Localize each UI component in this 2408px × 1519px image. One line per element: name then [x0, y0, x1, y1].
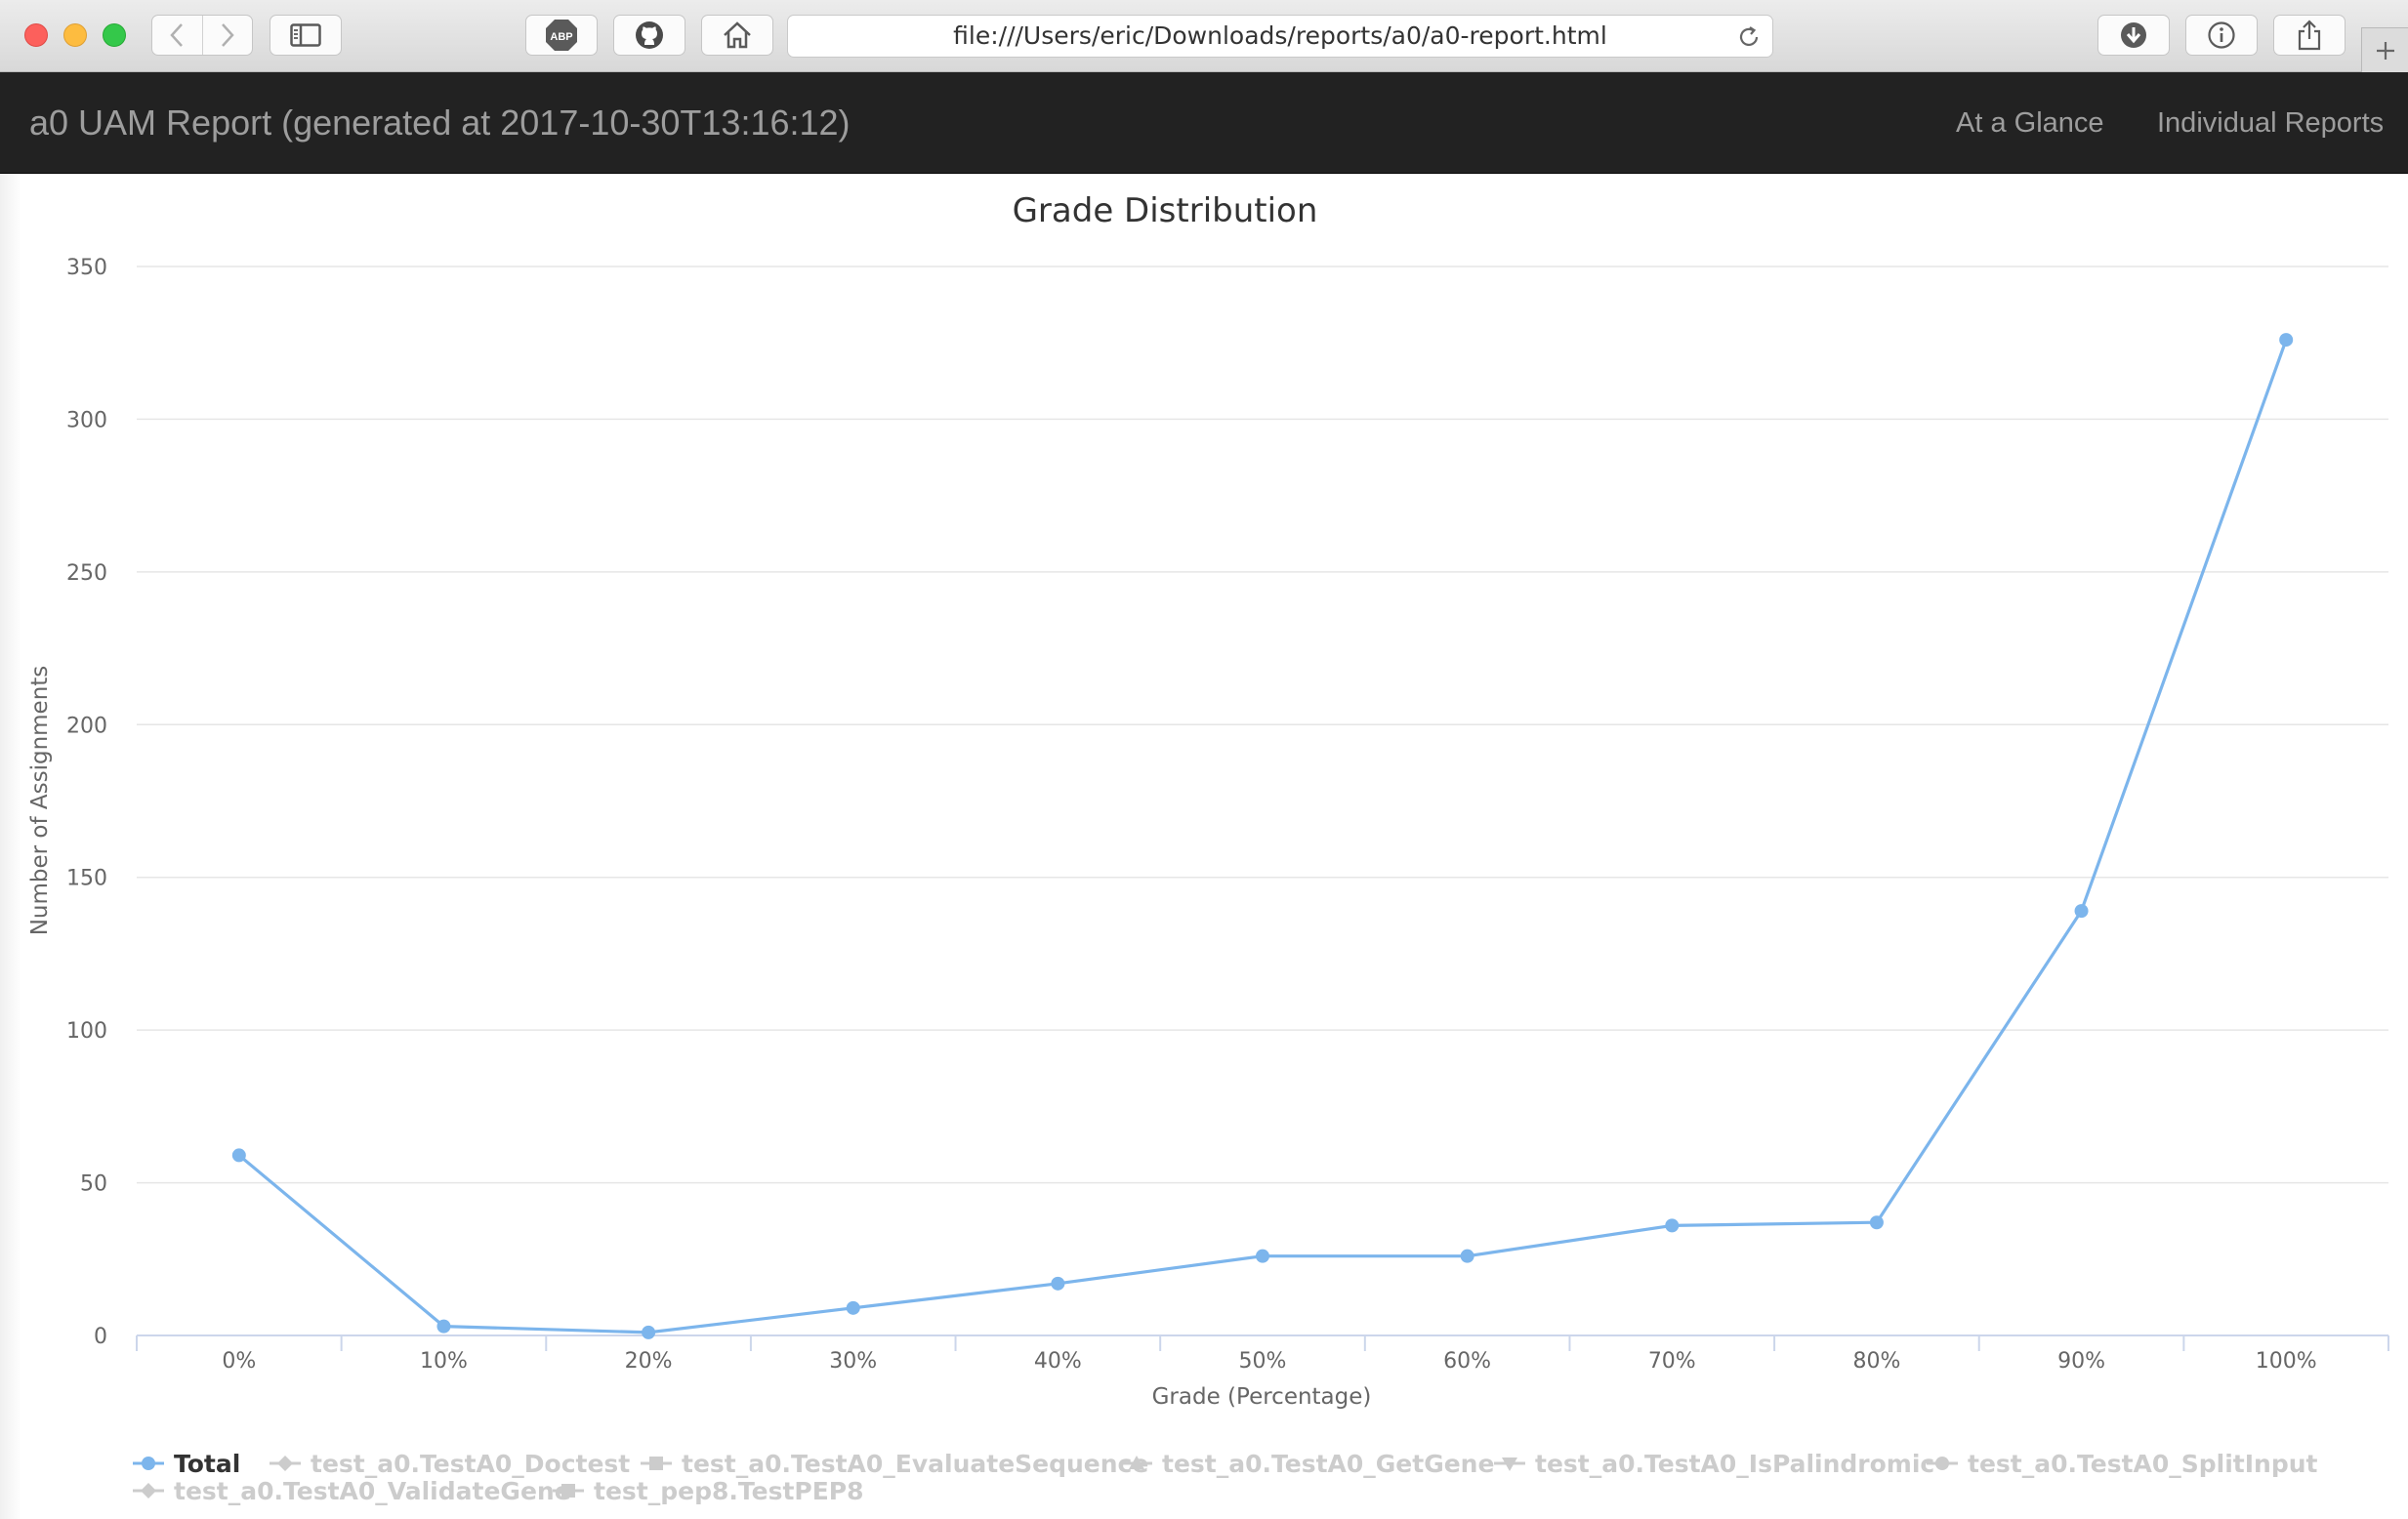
y-tick-label: 350	[66, 256, 107, 280]
data-point	[436, 1319, 451, 1334]
github-button[interactable]	[613, 15, 685, 56]
series-line-total	[237, 339, 2288, 1334]
data-point	[1051, 1276, 1065, 1291]
legend-item-label[interactable]: test_a0.TestA0_ValidateGene	[174, 1477, 571, 1505]
x-tick-label: 40%	[1034, 1349, 1082, 1374]
legend-item-label[interactable]: test_pep8.TestPEP8	[594, 1477, 864, 1505]
report-navbar: a0 UAM Report (generated at 2017-10-30T1…	[0, 72, 2408, 174]
x-tick-label: 50%	[1239, 1349, 1287, 1374]
x-tick-label: 70%	[1648, 1349, 1696, 1374]
nav-link-at-a-glance[interactable]: At a Glance	[1956, 107, 2104, 139]
legend-marker	[1129, 1456, 1144, 1469]
x-tick-label: 10%	[420, 1349, 468, 1374]
downloads-button[interactable]	[2097, 15, 2170, 56]
legend-marker	[141, 1483, 156, 1498]
data-point	[2279, 333, 2294, 348]
legend-marker	[277, 1456, 293, 1471]
legend-marker	[561, 1484, 575, 1498]
y-axis-title: Number of Assignments	[27, 666, 53, 936]
history-navigation	[151, 15, 253, 56]
sidebar-icon	[290, 23, 321, 47]
x-tick-label: 90%	[2057, 1349, 2105, 1374]
adblock-icon: ABP	[546, 20, 577, 51]
browser-toolbar: ABP file:///Users/eric/Downloads/reports…	[0, 0, 2408, 72]
chart-canvas: Grade Distribution 0 50 100 150 200 250 300 350 0…	[27, 191, 2389, 1505]
data-point	[2074, 904, 2089, 919]
legend-marker	[1935, 1457, 1949, 1470]
x-tick-label: 20%	[625, 1349, 673, 1374]
window-minimize-button[interactable]	[63, 23, 87, 47]
share-icon	[2298, 20, 2321, 51]
sidebar-toggle-button[interactable]	[270, 15, 342, 56]
y-tick-label: 50	[80, 1172, 107, 1197]
x-tick-label: 30%	[829, 1349, 877, 1374]
reload-icon[interactable]	[1737, 25, 1761, 49]
y-tick-label: 300	[66, 408, 107, 432]
home-icon	[724, 21, 751, 49]
y-tick-label: 0	[94, 1325, 107, 1349]
data-point	[1256, 1249, 1269, 1263]
legend-marker	[142, 1457, 155, 1470]
plus-icon	[2376, 41, 2394, 60]
x-axis-title: Grade (Percentage)	[1152, 1384, 1372, 1410]
x-tick-label: 60%	[1443, 1349, 1491, 1374]
grade-distribution-chart: Grade Distribution 0 50 100 150 200 250 300 350 0…	[0, 174, 2408, 1519]
back-icon	[170, 23, 184, 47]
adblock-button[interactable]: ABP	[525, 15, 598, 56]
legend-marker	[1502, 1457, 1517, 1471]
legend-marker	[649, 1457, 663, 1470]
legend-item-label[interactable]: test_a0.TestA0_IsPalindromic	[1535, 1450, 1934, 1478]
y-tick-label: 200	[66, 714, 107, 738]
x-tick-label: 100%	[2256, 1349, 2317, 1374]
back-button[interactable]	[152, 16, 202, 55]
report-title[interactable]: a0 UAM Report (generated at 2017-10-30T1…	[29, 103, 851, 143]
new-tab-button[interactable]	[2361, 27, 2408, 72]
data-point	[1665, 1218, 1680, 1233]
share-button[interactable]	[2273, 15, 2346, 56]
forward-button[interactable]	[201, 16, 253, 55]
legend-item-label[interactable]: test_a0.TestA0_GetGene	[1162, 1450, 1494, 1478]
y-tick-label: 150	[66, 867, 107, 891]
nav-link-individual-reports[interactable]: Individual Reports	[2157, 107, 2385, 139]
window-maximize-button[interactable]	[103, 23, 126, 47]
window-close-button[interactable]	[24, 23, 48, 47]
legend-item-label[interactable]: test_a0.TestA0_EvaluateSequence	[682, 1450, 1148, 1478]
legend-item-label[interactable]: test_a0.TestA0_Doctest	[311, 1450, 630, 1478]
legend-item-label[interactable]: test_a0.TestA0_SplitInput	[1968, 1450, 2318, 1478]
downloads-icon	[2121, 22, 2146, 48]
y-tick-label: 100	[66, 1019, 107, 1044]
legend-item-label[interactable]: Total	[174, 1450, 240, 1478]
github-icon	[636, 21, 663, 49]
x-tick-label: 80%	[1852, 1349, 1900, 1374]
info-icon	[2208, 21, 2235, 49]
y-tick-label: 250	[66, 561, 107, 586]
data-point	[1460, 1249, 1474, 1263]
data-point	[1869, 1215, 1884, 1230]
adblock-label: ABP	[550, 31, 572, 43]
url-text: file:///Users/eric/Downloads/reports/a0/…	[953, 21, 1607, 50]
chart-title: Grade Distribution	[1013, 191, 1318, 230]
data-point	[642, 1325, 656, 1339]
x-tick-label: 0%	[222, 1349, 256, 1374]
page-edge-shadow	[0, 174, 21, 1519]
data-point	[231, 1148, 246, 1163]
address-bar[interactable]: file:///Users/eric/Downloads/reports/a0/…	[787, 15, 1773, 58]
data-point	[846, 1300, 860, 1315]
home-button[interactable]	[701, 15, 773, 56]
info-button[interactable]	[2185, 15, 2258, 56]
forward-icon	[221, 23, 234, 47]
